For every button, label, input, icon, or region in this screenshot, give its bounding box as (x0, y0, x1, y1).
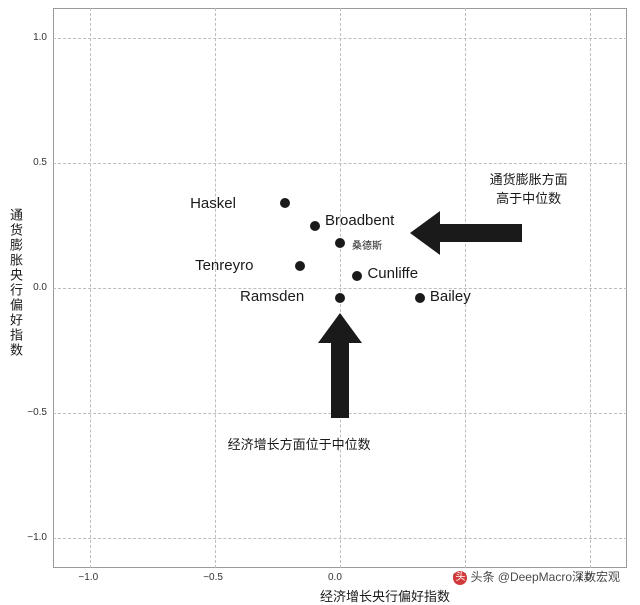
point-label-cunliffe: Cunliffe (367, 265, 418, 282)
y-tick-label: 1.0 (33, 32, 47, 43)
y-tick-label: −1.0 (27, 532, 47, 543)
x-tick-label: 0.0 (328, 572, 342, 583)
chart-stage: −1.0−0.50.00.51.0−1.0−0.50.00.51.0通货膨胀央行… (0, 0, 640, 605)
x-axis-label: 经济增长央行偏好指数 (320, 586, 450, 605)
scatter-point-cunliffe (352, 271, 362, 281)
y-tick-label: −0.5 (27, 407, 47, 418)
x-tick-label: −1.0 (78, 572, 98, 583)
scatter-point-tenreyro (295, 261, 305, 271)
point-label-saunders: 桑德斯 (352, 237, 382, 252)
scatter-point-haskel (280, 198, 290, 208)
point-label-haskel: Haskel (190, 195, 236, 212)
scatter-point-ramsden (335, 293, 345, 303)
point-label-tenreyro: Tenreyro (195, 257, 253, 274)
scatter-point-saunders (335, 238, 345, 248)
watermark-logo-icon: 头 (453, 571, 467, 585)
point-label-bailey: Bailey (430, 288, 471, 305)
growth-note-text: 经济增长方面位于中位数 (228, 434, 371, 453)
y-axis-label: 通货膨胀央行偏好指数 (6, 208, 25, 358)
grid-h (53, 163, 627, 164)
y-tick-label: 0.0 (33, 282, 47, 293)
grid-h (53, 38, 627, 39)
grid-h (53, 538, 627, 539)
point-label-ramsden: Ramsden (240, 288, 304, 305)
y-tick-label: 0.5 (33, 157, 47, 168)
grid-h (53, 288, 627, 289)
watermark: 头头条 @DeepMacro深数宏观 (453, 568, 620, 585)
watermark-text: 头条 @DeepMacro深数宏观 (470, 570, 620, 584)
x-tick-label: −0.5 (203, 572, 223, 583)
scatter-point-broadbent (310, 221, 320, 231)
point-label-broadbent: Broadbent (325, 212, 394, 229)
scatter-point-bailey (415, 293, 425, 303)
inflation-note-text: 通货膨胀方面 高于中位数 (490, 169, 568, 207)
